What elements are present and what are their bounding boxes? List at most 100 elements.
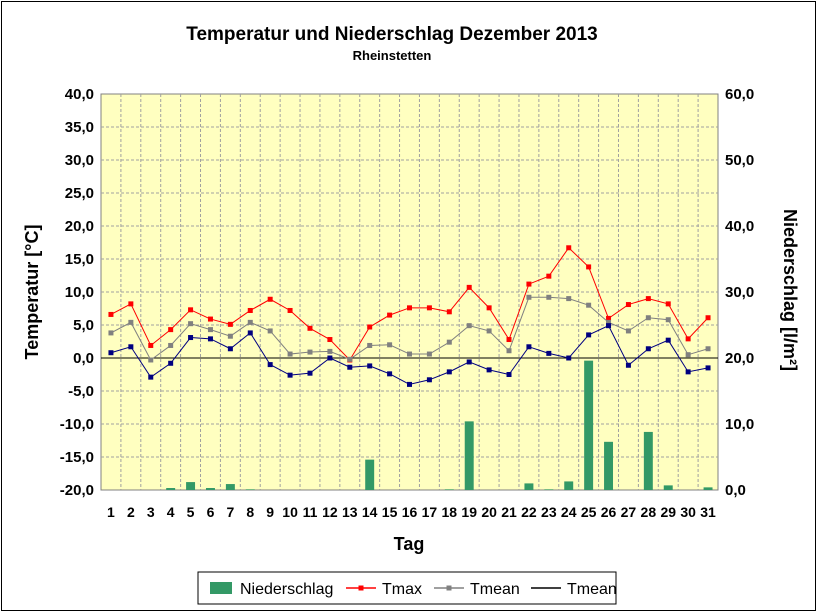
right-tick-label: 60,0 (725, 86, 754, 103)
point-tmax (546, 273, 552, 279)
x-tick-label: 23 (541, 504, 557, 520)
legend-swatch-marker (446, 585, 452, 591)
point-tmean (705, 346, 711, 352)
point-tmin (267, 362, 273, 368)
point-tmax (267, 296, 273, 302)
point-tmin (227, 346, 233, 352)
point-tmin (625, 362, 631, 368)
point-tmax (287, 307, 293, 313)
x-axis-label: Tag (394, 534, 425, 554)
point-tmean (625, 328, 631, 334)
left-tick-label: 30,0 (65, 152, 94, 169)
precipitation-bar (703, 487, 713, 490)
x-tick-label: 13 (342, 504, 358, 520)
precipitation-bar (444, 489, 454, 490)
point-tmean (327, 348, 333, 354)
point-tmean (566, 296, 572, 302)
point-tmax (307, 325, 313, 331)
x-tick-label: 11 (303, 504, 318, 520)
point-tmax (586, 264, 592, 270)
x-tick-label: 6 (207, 504, 215, 520)
point-tmin (168, 360, 174, 366)
left-tick-label: 20,0 (65, 218, 94, 235)
point-tmean (267, 328, 273, 334)
point-tmax (168, 327, 174, 333)
point-tmin (685, 369, 691, 375)
right-tick-label: 20,0 (725, 350, 754, 367)
x-tick-label: 4 (167, 504, 175, 520)
right-axis-ticks: 60,0 50,0 40,0 30,0 20,0 10,0 0,0 (725, 86, 754, 499)
point-tmax (566, 245, 572, 251)
point-tmin (446, 369, 452, 375)
point-tmax (227, 321, 233, 327)
precipitation-bar (166, 488, 176, 490)
point-tmax (407, 305, 412, 311)
x-tick-label: 14 (362, 504, 378, 520)
precipitation-bar (604, 441, 614, 490)
point-tmean (168, 342, 174, 348)
point-tmean (347, 356, 353, 362)
point-tmax (327, 337, 333, 343)
point-tmin (486, 367, 492, 373)
point-tmean (586, 302, 592, 308)
point-tmean (645, 315, 651, 321)
point-tmax (108, 311, 114, 317)
right-tick-label: 40,0 (725, 218, 754, 235)
x-tick-label: 17 (422, 504, 438, 520)
x-tick-label: 18 (442, 504, 458, 520)
x-tick-label: 25 (581, 504, 597, 520)
point-tmin (546, 350, 552, 356)
point-tmean (367, 342, 373, 348)
point-tmax (247, 307, 253, 313)
precipitation-bar (186, 482, 196, 490)
legend: Niederschlag Tmax Tmean Tmean (197, 571, 617, 605)
left-tick-label: 15,0 (65, 251, 94, 268)
y-axis-label-left: Temperatur [°C] (22, 225, 42, 360)
x-tick-label: 3 (147, 504, 155, 520)
point-tmin (207, 336, 213, 342)
precipitation-bar (643, 431, 653, 490)
left-tick-label: -15,0 (60, 449, 94, 466)
y-axis-label-right: Niederschlag [l/m²] (780, 209, 800, 371)
point-tmax (645, 296, 651, 302)
left-tick-label: 40,0 (65, 86, 94, 103)
left-tick-label: -20,0 (60, 482, 94, 499)
x-tick-label: 21 (501, 504, 517, 520)
precipitation-bar (544, 489, 554, 490)
point-tmin (466, 359, 472, 365)
legend-swatch-bar (210, 582, 232, 594)
precipitation-bar (205, 488, 215, 490)
x-tick-label: 30 (680, 504, 696, 520)
precipitation-bars (166, 360, 713, 490)
x-tick-label: 15 (382, 504, 398, 520)
x-tick-label: 22 (521, 504, 537, 520)
point-tmin (586, 332, 592, 338)
x-tick-label: 2 (127, 504, 135, 520)
point-tmin (327, 355, 333, 361)
point-tmax (685, 336, 691, 342)
point-tmean (446, 339, 452, 345)
point-tmean (108, 330, 114, 336)
point-tmax (207, 316, 213, 322)
point-tmean (486, 328, 492, 334)
point-tmax (526, 281, 532, 287)
point-tmax (506, 337, 512, 343)
legend-label: Tmax (382, 581, 422, 598)
right-tick-label: 0,0 (725, 482, 746, 499)
left-tick-label: 5,0 (73, 317, 94, 334)
point-tmin (705, 365, 711, 371)
point-tmin (188, 335, 194, 341)
x-tick-label: 8 (246, 504, 254, 520)
point-tmax (148, 342, 154, 348)
legend-label: Tmean (567, 581, 617, 598)
right-tick-label: 30,0 (725, 284, 754, 301)
point-tmin (108, 350, 114, 356)
point-tmean (506, 348, 512, 354)
x-tick-label: 10 (282, 504, 298, 520)
left-tick-label: 10,0 (65, 284, 94, 301)
point-tmean (466, 323, 472, 329)
point-tmax (486, 305, 492, 311)
point-tmean (387, 342, 393, 348)
temperature-lines (108, 245, 711, 387)
